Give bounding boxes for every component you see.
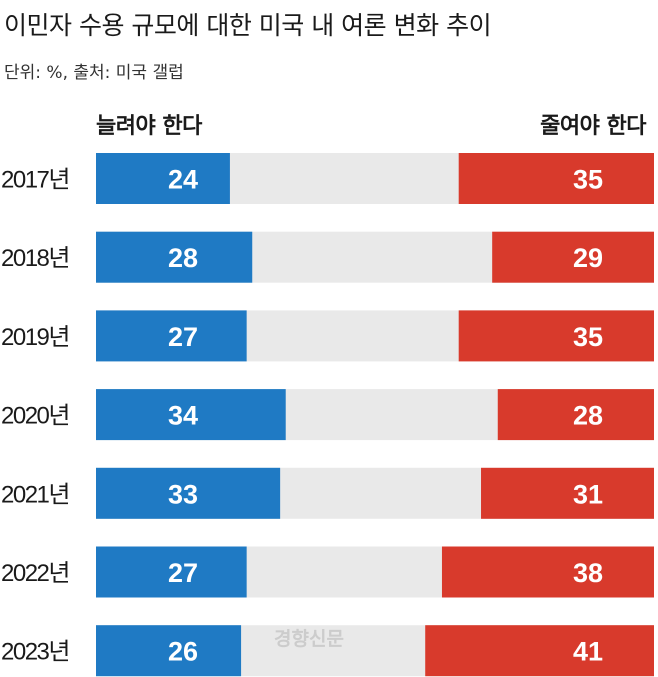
value-label-decrease-4: 31 — [573, 479, 603, 509]
bar-decrease-0 — [458, 153, 654, 204]
legend-increase: 늘려야 한다 — [96, 114, 202, 139]
year-label-1: 2018년 — [1, 245, 69, 272]
bar-decrease-5 — [441, 546, 654, 598]
value-label-increase-6: 26 — [168, 637, 198, 667]
year-label-0: 2017년 — [1, 167, 69, 194]
bar-decrease-6 — [425, 625, 654, 677]
bar-increase-5 — [96, 546, 247, 598]
value-label-increase-5: 27 — [168, 558, 198, 588]
year-label-2: 2019년 — [1, 324, 69, 351]
value-label-decrease-0: 35 — [573, 165, 603, 195]
value-label-increase-3: 34 — [168, 401, 198, 431]
value-label-decrease-5: 38 — [573, 558, 603, 588]
bar-increase-3 — [96, 389, 286, 441]
year-label-6: 2023년 — [1, 639, 69, 666]
value-label-decrease-1: 29 — [573, 243, 603, 273]
chart-title: 이민자 수용 규모에 대한 미국 내 여론 변화 추이 — [4, 11, 492, 40]
value-label-decrease-6: 41 — [573, 637, 603, 667]
bar-decrease-2 — [458, 310, 654, 362]
value-label-decrease-2: 35 — [573, 322, 603, 352]
bar-increase-6 — [96, 625, 242, 677]
watermark-text: 경향신문 — [274, 628, 344, 650]
bar-decrease-1 — [492, 231, 654, 283]
bar-decrease-3 — [497, 389, 654, 441]
bar-increase-4 — [96, 467, 281, 519]
value-label-increase-1: 28 — [168, 243, 198, 273]
chart-subtitle: 단위: %, 출처: 미국 갤럽 — [4, 63, 184, 83]
bar-increase-2 — [96, 310, 247, 362]
value-label-increase-0: 24 — [168, 165, 198, 195]
bar-increase-0 — [96, 153, 230, 204]
legend-decrease: 줄여야 한다 — [540, 114, 646, 139]
bar-decrease-4 — [481, 467, 654, 519]
value-label-increase-4: 33 — [168, 479, 198, 509]
value-label-increase-2: 27 — [168, 322, 198, 352]
year-label-3: 2020년 — [1, 403, 69, 430]
year-label-5: 2022년 — [1, 560, 69, 587]
value-label-decrease-3: 28 — [573, 401, 603, 431]
bar-increase-1 — [96, 231, 253, 283]
year-label-4: 2021년 — [1, 481, 69, 508]
